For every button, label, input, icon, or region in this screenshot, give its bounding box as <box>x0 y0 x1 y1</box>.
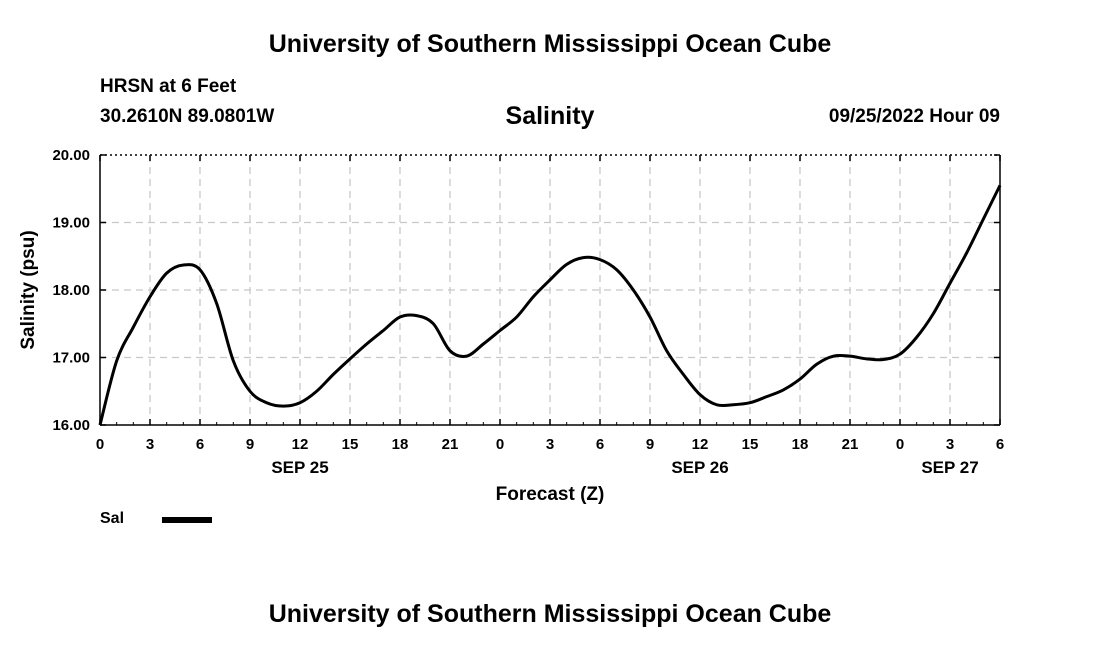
forecast-datetime: 09/25/2022 Hour 09 <box>828 106 1000 127</box>
x-tick-label: 12 <box>292 436 309 453</box>
y-tick-label: 16.00 <box>52 417 90 434</box>
y-tick-label: 19.00 <box>52 215 90 232</box>
footer-title: University of Southern Mississippi Ocean… <box>268 600 832 628</box>
y-tick-label: 20.00 <box>52 147 90 164</box>
date-label: SEP 27 <box>921 458 978 477</box>
x-tick-label: 12 <box>692 436 709 453</box>
x-tick-label: 3 <box>146 436 154 453</box>
x-tick-label: 3 <box>946 436 954 453</box>
x-tick-label: 15 <box>742 436 759 453</box>
x-tick-label: 15 <box>342 436 359 453</box>
x-axis-label: Forecast (Z) <box>496 484 605 505</box>
series-line-salinity <box>98 184 1002 426</box>
station-name: HRSN at 6 Feet <box>100 76 237 97</box>
x-tick-label: 9 <box>246 436 254 453</box>
legend-swatch <box>162 517 212 523</box>
x-tick-label: 0 <box>896 436 904 453</box>
x-tick-label: 21 <box>842 436 859 453</box>
y-tick-label: 18.00 <box>52 282 90 299</box>
x-tick-label: 18 <box>792 436 809 453</box>
x-tick-label: 3 <box>546 436 554 453</box>
y-axis-label: Salinity (psu) <box>18 230 39 349</box>
station-coordinates: 30.2610N 89.0801W <box>100 106 275 127</box>
date-label: SEP 25 <box>271 458 328 477</box>
date-label: SEP 26 <box>671 458 728 477</box>
x-tick-label: 6 <box>196 436 204 453</box>
legend-label: Sal <box>100 510 125 527</box>
x-tick-label: 18 <box>392 436 409 453</box>
variable-title: Salinity <box>505 102 595 130</box>
x-tick-label: 6 <box>996 436 1004 453</box>
x-tick-label: 9 <box>646 436 654 453</box>
x-tick-label: 6 <box>596 436 604 453</box>
y-tick-label: 17.00 <box>52 350 90 367</box>
x-tick-label: 0 <box>496 436 504 453</box>
x-tick-label: 0 <box>96 436 104 453</box>
chart-title: University of Southern Mississippi Ocean… <box>268 30 832 58</box>
x-tick-label: 21 <box>442 436 459 453</box>
